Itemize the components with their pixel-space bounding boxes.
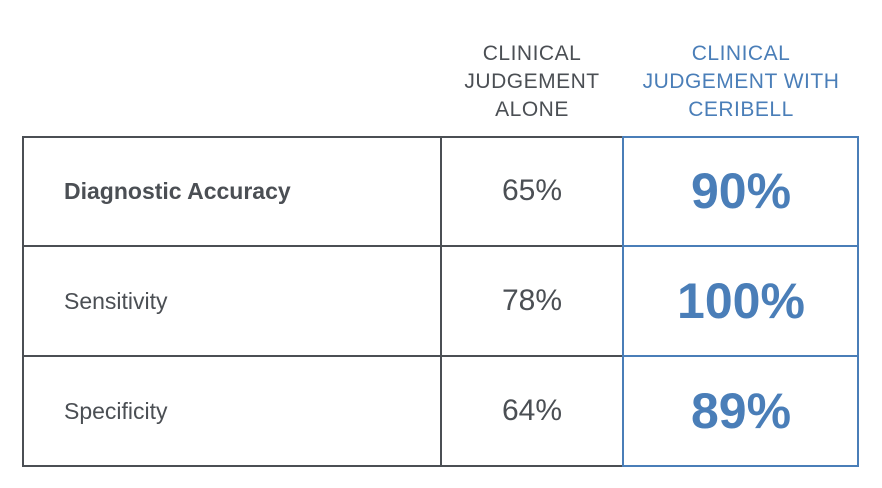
column-header-line: ALONE [495, 98, 569, 121]
row-label-sensitivity: Sensitivity [64, 288, 168, 314]
cell-baseline-specificity: 64% [501, 394, 563, 427]
column-header-line: JUDGEMENT [464, 70, 600, 93]
grid-line-row-2 [22, 355, 623, 357]
column-header-line: JUDGEMENT WITH [642, 70, 840, 93]
row-label-diagnostic-accuracy: Diagnostic Accuracy [64, 178, 291, 204]
highlight-border-top [622, 136, 859, 138]
row-label-specificity: Specificity [64, 398, 168, 424]
cell-ceribell-sensitivity: 100% [677, 273, 805, 329]
cell-baseline-diagnostic-accuracy: 65% [501, 174, 563, 207]
grid-line-bottom [22, 465, 623, 467]
grid-line-top [22, 136, 623, 138]
column-header-clinical-judgement-alone: CLINICAL JUDGEMENT ALONE [441, 40, 623, 124]
cell-baseline-sensitivity: 78% [501, 284, 563, 317]
column-header-line: CERIBELL [688, 98, 794, 121]
column-header-line: CLINICAL [691, 42, 791, 65]
highlight-border-left [622, 136, 624, 467]
highlight-row-1 [622, 245, 859, 247]
highlight-border-right [857, 136, 859, 467]
cell-ceribell-diagnostic-accuracy: 90% [690, 163, 792, 219]
grid-line-left [22, 136, 24, 467]
grid-line-col-divider [440, 136, 442, 467]
cell-ceribell-specificity: 89% [690, 383, 792, 439]
highlight-border-bottom [622, 465, 859, 467]
highlight-row-2 [622, 355, 859, 357]
grid-line-row-1 [22, 245, 623, 247]
table-grid: Diagnostic Accuracy 65% 90% Sensitivity … [22, 136, 859, 467]
column-header-clinical-judgement-with-ceribell: CLINICAL JUDGEMENT WITH CERIBELL [623, 40, 859, 124]
column-header-line: CLINICAL [482, 42, 582, 65]
